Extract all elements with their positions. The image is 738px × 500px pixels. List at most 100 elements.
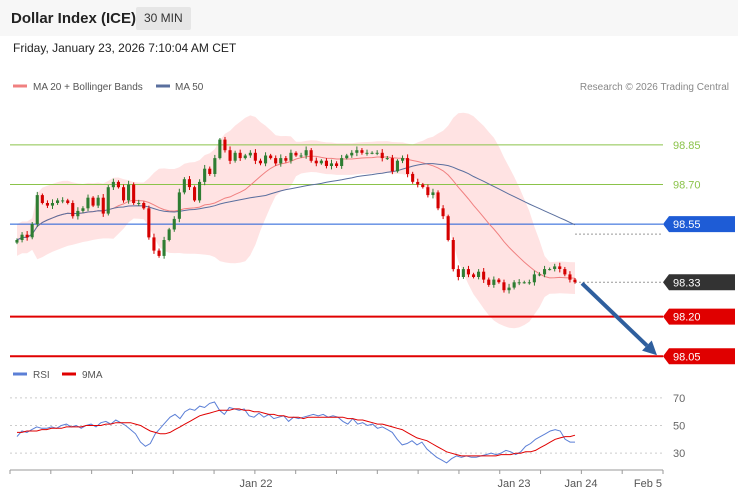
candle [441, 208, 445, 217]
price-tag-98.20 [663, 308, 735, 325]
candle [401, 158, 405, 161]
candle [132, 184, 136, 203]
candle [431, 192, 435, 195]
price-tag-98.05 [663, 348, 735, 365]
candle [86, 197, 90, 209]
candle [472, 274, 476, 277]
research-credit: Research © 2026 Trading Central [580, 82, 729, 93]
candle [289, 152, 293, 161]
candle [137, 203, 141, 204]
candle [111, 181, 115, 188]
ma50-line [16, 163, 576, 241]
candle [426, 187, 430, 196]
candle [446, 216, 450, 240]
candle [71, 203, 75, 217]
candle [568, 274, 572, 280]
candle [299, 155, 303, 157]
candle [314, 160, 318, 164]
candle [61, 200, 65, 202]
candle [91, 197, 95, 206]
candle [30, 224, 34, 238]
candle [279, 158, 283, 164]
candle [198, 181, 202, 201]
candle [284, 158, 288, 161]
candle [193, 187, 197, 201]
candle [487, 279, 491, 285]
ma20-legend-label: MA 20 + Bollinger Bands [33, 82, 143, 93]
candle [294, 152, 298, 156]
candle [228, 150, 232, 161]
rsi-level-label-50: 50 [673, 421, 685, 433]
candle [416, 181, 420, 185]
timeframe-badge[interactable]: 30 MIN [136, 7, 191, 30]
candle [182, 179, 186, 193]
candle [563, 269, 567, 275]
candle [25, 234, 29, 238]
price-label-98.85: 98.85 [673, 140, 701, 152]
candle [223, 139, 227, 151]
candle [116, 181, 120, 188]
candle [45, 203, 49, 206]
candle [213, 158, 217, 174]
candle [304, 150, 308, 156]
candle [512, 282, 516, 288]
candle [66, 200, 70, 203]
candle [233, 152, 237, 161]
candle [76, 210, 80, 217]
candle [269, 155, 273, 159]
candle [497, 279, 501, 283]
price-tag-98.55 [663, 216, 735, 233]
candle [56, 200, 60, 203]
candle [147, 208, 151, 238]
candle [477, 271, 481, 277]
x-axis-label-jan-22: Jan 22 [239, 478, 272, 490]
candle [385, 158, 389, 160]
candle [127, 184, 131, 201]
x-axis-label-jan-24: Jan 24 [564, 478, 597, 490]
candle [122, 187, 126, 201]
candle [411, 173, 415, 182]
candle [309, 150, 313, 161]
x-axis-label-feb-5: Feb 5 [634, 478, 662, 490]
candle [258, 160, 262, 164]
candle [152, 237, 156, 251]
candle [40, 195, 44, 203]
candle [507, 287, 511, 291]
candle [461, 269, 465, 277]
candle [329, 163, 333, 166]
candle [355, 150, 359, 153]
candle [456, 269, 460, 277]
candle [319, 160, 323, 164]
candle [187, 179, 191, 188]
candle [360, 150, 364, 153]
candle [274, 158, 278, 164]
candle [350, 152, 354, 156]
candle [101, 197, 105, 214]
candle [340, 158, 344, 166]
candle [324, 160, 328, 166]
candle [527, 282, 531, 284]
rsi-ma-line [17, 408, 576, 457]
candle [522, 282, 526, 284]
price-label-98.20: 98.20 [673, 312, 701, 324]
candle [451, 240, 455, 270]
candle [380, 152, 384, 159]
candle [543, 269, 547, 275]
candle [208, 168, 212, 174]
candle [50, 203, 54, 206]
candle [106, 187, 110, 214]
candle [482, 271, 486, 280]
candle [345, 155, 349, 159]
candle [375, 152, 379, 154]
candle [466, 269, 470, 275]
candle [406, 158, 410, 174]
projection-arrow-shaft [580, 281, 649, 348]
x-axis-label-jan-23: Jan 23 [497, 478, 530, 490]
candle [502, 282, 506, 291]
candle [81, 208, 85, 211]
candle [157, 250, 161, 256]
price-label-98.70: 98.70 [673, 180, 701, 192]
candle [253, 152, 257, 161]
candle [421, 184, 425, 188]
